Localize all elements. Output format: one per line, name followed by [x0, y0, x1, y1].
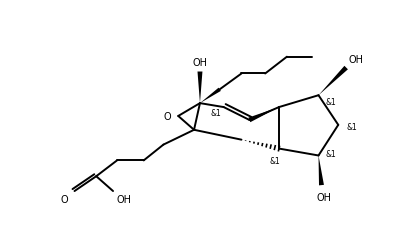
Text: &1: &1 — [270, 156, 280, 165]
Text: O: O — [164, 111, 171, 121]
Polygon shape — [200, 88, 221, 104]
Text: O: O — [61, 194, 68, 204]
Text: &1: &1 — [211, 108, 221, 117]
Text: OH: OH — [317, 192, 332, 202]
Polygon shape — [198, 72, 203, 104]
Text: &1: &1 — [326, 149, 337, 158]
Polygon shape — [318, 67, 348, 96]
Text: &1: &1 — [326, 97, 337, 106]
Text: OH: OH — [192, 57, 207, 67]
Text: OH: OH — [117, 194, 132, 204]
Polygon shape — [318, 156, 324, 185]
Text: &1: &1 — [347, 123, 357, 132]
Polygon shape — [248, 108, 279, 123]
Text: OH: OH — [348, 54, 363, 64]
